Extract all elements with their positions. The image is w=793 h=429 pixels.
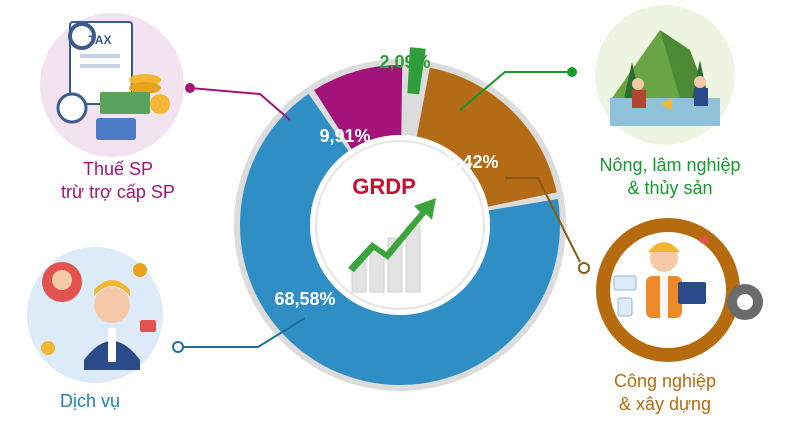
category-label-industry: Công nghiệp & xây dựng xyxy=(613,371,717,414)
value-label-tax: 9,91% xyxy=(319,126,370,146)
leader-services xyxy=(172,317,306,353)
value-label-services: 68,58% xyxy=(274,289,335,309)
rice-farming-illustration xyxy=(595,5,735,145)
slice-agri xyxy=(407,47,426,95)
category-label-agri: Nông, lâm nghiệp & thủy sản xyxy=(599,155,741,198)
tax-finance-illustration: TAX xyxy=(40,13,184,157)
engineer-gear-illustration xyxy=(596,218,763,362)
slice-tax xyxy=(314,65,403,150)
center-label: GRDP xyxy=(352,174,416,199)
leader-tax xyxy=(185,83,291,121)
leader-agri xyxy=(459,67,577,111)
value-label-industry: 19,42% xyxy=(437,152,498,172)
value-label-agri: 2,09% xyxy=(379,52,430,72)
leader-industry xyxy=(505,177,590,274)
customer-service-illustration xyxy=(27,247,163,383)
category-label-services: Dịch vụ xyxy=(59,391,121,411)
growth-arrow-icon xyxy=(348,198,436,293)
donut-hub-ring xyxy=(315,140,485,310)
category-label-tax: Thuế SP trừ trợ cấp SP xyxy=(61,159,175,202)
slice-services xyxy=(239,93,560,386)
slice-industry xyxy=(416,67,557,207)
